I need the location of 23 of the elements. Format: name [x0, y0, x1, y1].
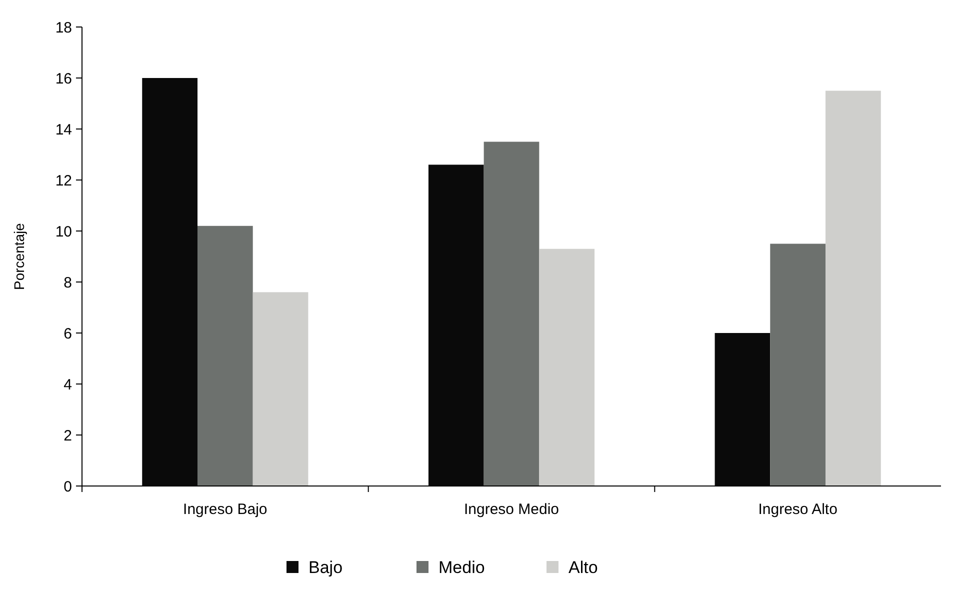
- bar: [197, 226, 253, 486]
- y-tick-label: 14: [55, 121, 72, 138]
- y-tick-label: 2: [64, 427, 72, 444]
- legend-label: Medio: [438, 558, 485, 577]
- y-tick-label: 10: [55, 223, 72, 240]
- y-tick-label: 16: [55, 70, 72, 88]
- y-tick-label: 6: [64, 325, 72, 342]
- x-tick-label: Ingreso Alto: [758, 501, 838, 518]
- y-tick-label: 8: [64, 274, 72, 292]
- bar: [252, 292, 308, 486]
- y-axis-title: Porcentaje: [11, 222, 27, 290]
- bar: [826, 90, 881, 486]
- y-tick-label: 18: [55, 19, 72, 36]
- bar: [770, 244, 826, 486]
- x-tick-label: Ingreso Bajo: [183, 501, 268, 518]
- y-tick-label: 4: [64, 376, 72, 394]
- y-tick-label: 0: [64, 478, 72, 496]
- legend-label: Bajo: [308, 558, 343, 577]
- legend-label: Alto: [568, 558, 598, 577]
- bar: [484, 142, 540, 486]
- x-tick-label: Ingreso Medio: [464, 501, 560, 518]
- y-tick-label: 12: [55, 172, 72, 190]
- bar: [539, 248, 595, 486]
